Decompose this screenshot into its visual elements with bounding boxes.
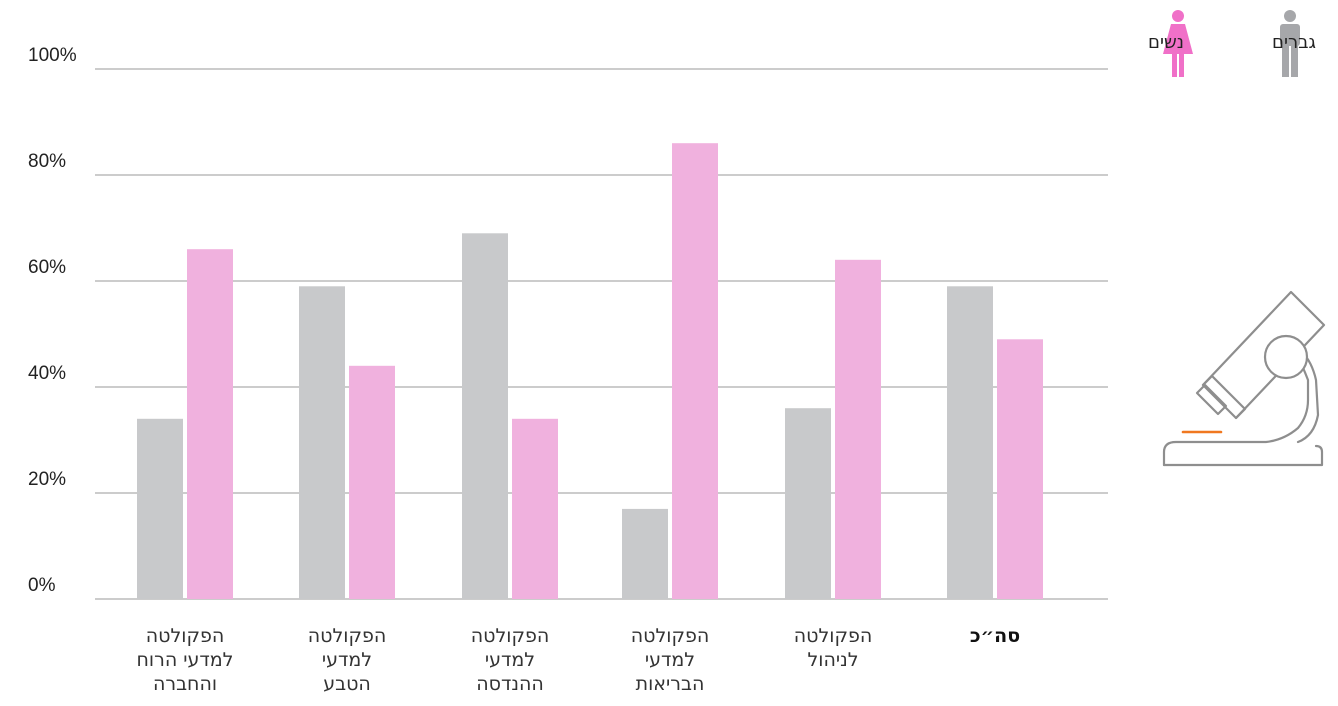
y-tick-label: 60% [28,257,66,278]
bar-men [947,286,993,599]
y-axis-ticks: 0% 20% 40% 60% 80% 100% [28,45,77,596]
bar-women [835,259,881,599]
x-tick-label: הפקולטה למדעי הטבע [308,625,386,695]
y-tick-label: 40% [28,363,66,384]
x-tick-label: הפקולטה לניהול [794,625,872,671]
x-tick-label: הפקולטה למדעי הבריאות [631,625,709,695]
y-tick-label: 100% [28,45,77,66]
x-tick-label: הפקולטה למדעי הרוח והחברה [137,625,234,695]
bar-women [672,143,718,599]
legend-men-label: גברים [1272,32,1316,53]
bar-men [299,286,345,599]
bar-women [512,418,558,599]
bar-men [462,233,508,600]
microscope-icon [1162,290,1326,467]
woman-icon [1163,10,1193,77]
bars [137,143,1043,600]
y-tick-label: 0% [28,575,56,596]
bar-men [785,408,831,599]
bar-women [997,339,1043,599]
man-icon [1280,10,1300,77]
y-tick-label: 80% [28,151,66,172]
y-tick-label: 20% [28,469,66,490]
grid-lines [95,68,1108,600]
x-tick-label: הפקולטה למדעי ההנדסה [471,625,549,695]
bar-men [622,508,668,599]
legend-women: נשים [1148,10,1193,77]
legend: גברים נשים [1148,10,1316,77]
x-tick-label: סה״כ [970,625,1020,647]
legend-men: גברים [1272,10,1316,77]
legend-women-label: נשים [1148,32,1184,53]
x-axis-ticks: הפקולטה למדעי הרוח והחברה הפקולטה למדעי הטבע ה… [137,625,1021,695]
bar-women [349,365,395,599]
bar-men [137,418,183,599]
bar-women [187,249,233,599]
